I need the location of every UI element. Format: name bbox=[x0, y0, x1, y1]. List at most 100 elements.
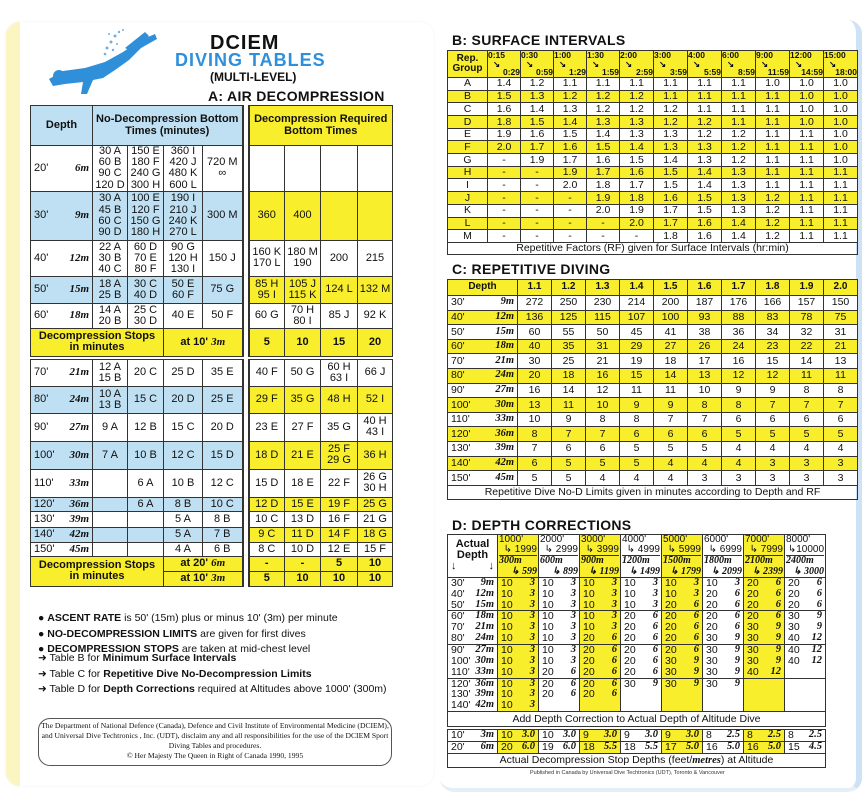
no-deco-limit: 13 bbox=[517, 397, 552, 413]
arrow-down-right-icon: ↘ bbox=[727, 58, 735, 69]
correction-feet: 10 bbox=[665, 588, 677, 600]
no-deco-limit: 9 bbox=[551, 411, 586, 428]
depth-label: 100' 30m bbox=[449, 656, 497, 667]
depth-metres: 18m bbox=[475, 610, 494, 622]
table-row: 110' 33m 6 A 10 B 12 C 15 D 18 E 22 F 26 G 30 H bbox=[30, 468, 393, 498]
altitude-header: 8000' ↳10000 2400m ↳ 3000 bbox=[784, 534, 826, 578]
no-deco-time: 720 M ∞ bbox=[202, 145, 243, 192]
depth-cell: 50' 15m bbox=[447, 599, 498, 611]
correction-pair: 8 2.5 bbox=[704, 731, 743, 741]
no-deco-limit: 6 bbox=[619, 426, 654, 442]
correction-metres: 12 bbox=[770, 666, 782, 677]
reference-item: ➜ Table C for Repetitive Dive No-Decompr… bbox=[38, 668, 387, 684]
repetitive-factor: 1.6 bbox=[586, 153, 620, 167]
no-deco-limit: 5 bbox=[517, 470, 552, 486]
repetitive-factor: 1.2 bbox=[755, 191, 790, 205]
caption-row: Add Depth Correction to Actual Depth of … bbox=[447, 711, 826, 728]
depth-cell: 70' 21m bbox=[447, 353, 518, 369]
depth-correction: 20 6 bbox=[702, 588, 744, 600]
app-variant: (MULTI-LEVEL) bbox=[210, 70, 297, 84]
table-c-caption: Repetitive Dive No-D Limits given in min… bbox=[447, 484, 858, 500]
repetitive-factor: 1.4 bbox=[619, 140, 654, 155]
correction-pair: 30 9 bbox=[745, 622, 784, 633]
repetitive-factor: 1.1 bbox=[653, 89, 688, 104]
no-deco-limit: 136 bbox=[517, 309, 552, 326]
altitude-metres-to: ↳ 2399 bbox=[752, 565, 783, 577]
correction-metres: 6 bbox=[611, 666, 617, 677]
repetitive-factor: 1.2 bbox=[721, 127, 756, 142]
correction-feet: 10 bbox=[542, 599, 554, 611]
depth-correction: 20 6 bbox=[661, 643, 703, 656]
repetitive-factor: 1.9 bbox=[553, 165, 587, 180]
table-d-caption: Add Depth Correction to Actual Depth of … bbox=[447, 711, 826, 728]
no-deco-time: 12 C bbox=[202, 468, 243, 498]
depth-label: 140' 42m bbox=[449, 457, 517, 469]
stop-metres: 6m bbox=[211, 557, 226, 570]
arrow-down-right-icon: ↘ bbox=[693, 58, 701, 69]
deco-time: 36 H bbox=[357, 440, 393, 470]
no-deco-limit: 30 bbox=[517, 353, 552, 369]
depth-label: 130' 39m bbox=[449, 689, 497, 700]
rf-header: 2.0 bbox=[823, 279, 858, 296]
deco-time: 160 K 170 L bbox=[248, 239, 285, 277]
stop-metres: 3m bbox=[211, 335, 226, 348]
correction-feet: 40 bbox=[747, 666, 759, 678]
depth-correction: 20 6 bbox=[784, 599, 826, 611]
no-deco-time: 150 E 180 F 240 G 300 H bbox=[127, 145, 164, 192]
depth-correction: 20 6 bbox=[784, 576, 826, 589]
correction-metres: 6 bbox=[570, 666, 576, 677]
table-row: 20' 6m 30 A 60 B 90 C 120 D 150 E 180 F 240… bbox=[30, 145, 393, 192]
correction-feet: 10 bbox=[583, 610, 595, 623]
arrow-down-right-icon: ↘ bbox=[625, 58, 633, 69]
rep-group: F bbox=[447, 140, 488, 155]
correction-feet: 20 bbox=[624, 633, 636, 645]
correction-pair: 19 6.0 bbox=[540, 743, 579, 753]
no-deco-time bbox=[127, 510, 164, 528]
depth-feet: 30' bbox=[34, 209, 49, 222]
depth-label: 40' 12m bbox=[32, 252, 92, 264]
correction-pair: 20 6 bbox=[704, 600, 743, 611]
depth-correction: 30 9 bbox=[743, 622, 785, 634]
no-deco-time: 30 A 45 B 60 C 90 D bbox=[92, 190, 128, 241]
rep-group: A bbox=[447, 76, 488, 91]
deco-time: 92 K bbox=[357, 302, 393, 329]
no-deco-limit: 5 bbox=[687, 440, 722, 457]
table-row: 140' 42m 10 3 bbox=[447, 700, 826, 712]
correction-pair: 10 3 bbox=[499, 645, 538, 655]
correction-feet: 30 bbox=[706, 644, 718, 656]
table-row: E 1.9 1.6 1.5 1.4 1.3 1.3 1.2 1.2 1.1 1.1 1.0 bbox=[447, 127, 858, 142]
correction-pair: 10 3 bbox=[581, 578, 620, 588]
arrow-down-right-icon: ↘ bbox=[795, 58, 803, 69]
no-deco-limit: 3 bbox=[789, 455, 824, 472]
depth-label: 40' 12m bbox=[449, 311, 517, 323]
depth-metres: 27m bbox=[495, 384, 514, 395]
interval-from: 0:15 bbox=[488, 50, 506, 60]
correction-feet: 20 bbox=[665, 622, 677, 634]
depth-correction: 9 3.0 bbox=[661, 729, 703, 743]
deco-time: 13 D bbox=[284, 510, 321, 528]
depth-cell: 140' 42m bbox=[447, 700, 498, 712]
no-deco-header: No-Decompression Bottom Times (minutes) bbox=[92, 105, 243, 146]
correction-metres: 3 bbox=[570, 655, 576, 666]
table-d-title: D: DEPTH CORRECTIONS bbox=[452, 517, 632, 533]
depth-correction: 20 6 bbox=[620, 610, 662, 623]
depth-correction bbox=[702, 689, 744, 701]
correction-feet: 20 bbox=[665, 610, 677, 623]
repetitive-factor: 1.3 bbox=[520, 89, 554, 104]
table-row: 70' 21m 10 3 10 3 10 3 20 6 20 6 20 6 30 9 30 9 bbox=[447, 622, 826, 634]
table-row: 50' 15m 10 3 10 3 10 3 10 3 20 6 20 6 20 6 20 6 bbox=[447, 599, 826, 611]
correction-metres: 3.0 bbox=[644, 729, 658, 741]
repetitive-factor: 1.2 bbox=[653, 115, 688, 129]
correction-feet: 20 bbox=[706, 588, 718, 600]
repetitive-factor: 1.2 bbox=[586, 89, 620, 104]
correction-pair: 10 3 bbox=[499, 578, 538, 588]
no-deco-limit: 7 bbox=[517, 440, 552, 457]
repetitive-factor: 1.1 bbox=[789, 127, 824, 142]
depth-label: 90' 27m bbox=[449, 645, 497, 655]
depth-cell: 100' 30m bbox=[447, 397, 518, 413]
stop-minutes: 15 bbox=[320, 327, 358, 357]
no-deco-limit: 4 bbox=[755, 440, 790, 457]
correction-pair: 40 12 bbox=[745, 666, 784, 678]
depth-correction: 8 2.5 bbox=[784, 729, 826, 743]
repetitive-factor: 1.4 bbox=[586, 127, 620, 142]
